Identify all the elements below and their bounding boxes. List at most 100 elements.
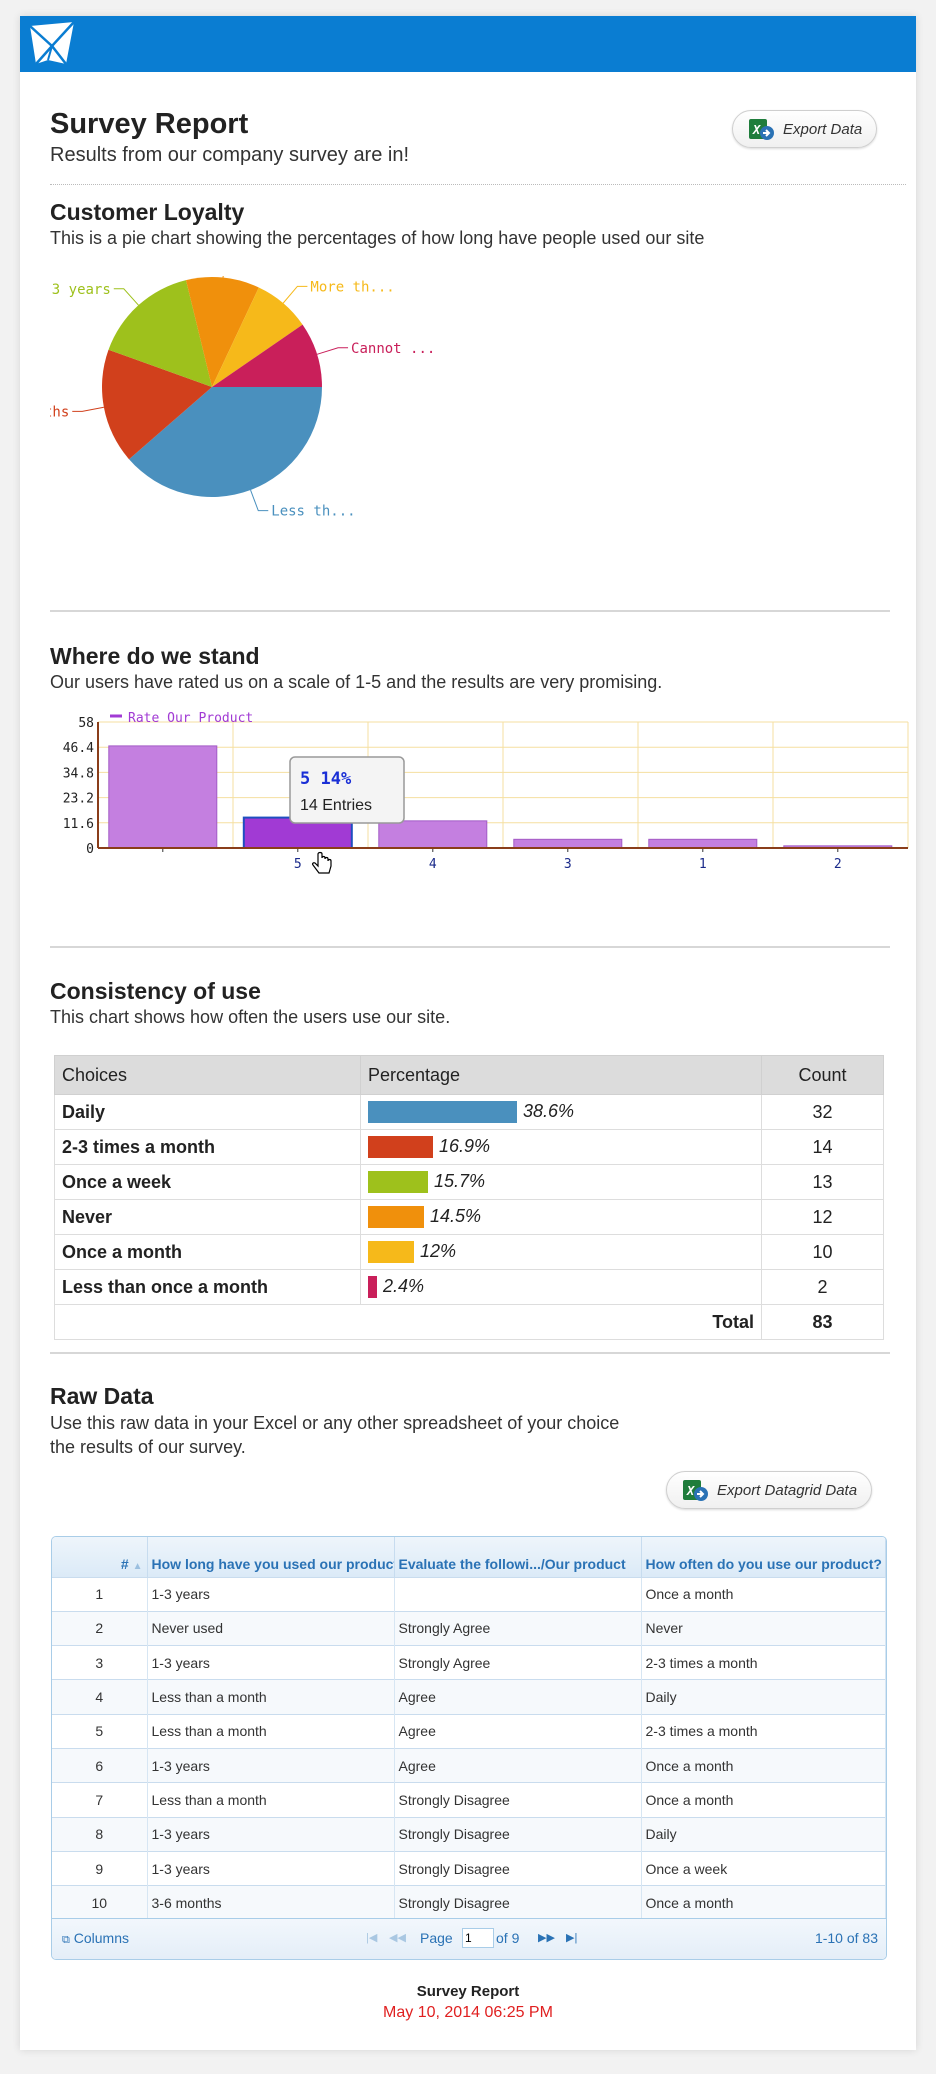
grid-cell: Daily	[641, 1816, 886, 1852]
grid-cell: 1-3 years	[147, 1747, 395, 1783]
percentage-value: 16.9%	[439, 1135, 491, 1156]
grid-row[interactable]: 3 1-3 years Strongly Agree 2-3 times a mont…	[52, 1645, 886, 1680]
header-percentage: Percentage	[360, 1055, 762, 1095]
last-page-icon[interactable]: ▶|	[566, 1932, 578, 1944]
grid-row[interactable]: 9 1-3 years Strongly Disagree Once a week	[52, 1850, 886, 1886]
pie-slice[interactable]	[101, 349, 212, 460]
section-divider	[50, 610, 890, 612]
next-page-icon[interactable]: ▶▶	[538, 1932, 555, 1944]
grid-row[interactable]: 8 1-3 years Strongly Disagree Daily	[52, 1816, 886, 1852]
columns-icon: ⧉	[62, 1934, 70, 1946]
grid-row[interactable]: 6 1-3 years Agree Once a month	[52, 1747, 886, 1783]
pie-label: 1-3 years	[50, 282, 111, 298]
grid-cell: Less than a month	[147, 1679, 395, 1715]
bar[interactable]	[108, 745, 218, 849]
consistency-row: 2-3 times a month 16.9% 14	[54, 1129, 884, 1165]
top-bar	[20, 16, 916, 72]
grid-header-usage-duration[interactable]: How long have you used our product	[147, 1537, 395, 1577]
report-card: Survey Report Results from our company s…	[20, 16, 916, 2050]
spreadsheet-export-icon: X	[749, 119, 774, 140]
raw-title: Raw Data	[50, 1383, 154, 1409]
grid-cell: 2	[52, 1610, 148, 1646]
x-tick-label: 3	[564, 857, 572, 872]
grid-row[interactable]: 2 Never used Strongly Agree Never	[52, 1610, 886, 1646]
percentage-value: 2.4%	[383, 1275, 425, 1296]
footer-date: May 10, 2014 06:25 PM	[383, 2004, 553, 2021]
export-datagrid-button[interactable]: X Export Datagrid Data	[666, 1471, 873, 1509]
stand-title: Where do we stand	[50, 643, 260, 669]
pie-slice[interactable]	[212, 287, 303, 387]
choice-label: Never	[54, 1199, 361, 1235]
percentage-bar	[368, 1136, 433, 1159]
pie-slice[interactable]	[108, 280, 212, 387]
grid-cell: Strongly Disagree	[394, 1816, 642, 1852]
footer-title: Survey Report	[416, 1983, 520, 2000]
columns-button[interactable]: ⧉ Columns	[62, 1930, 129, 1946]
header-divider	[50, 184, 906, 185]
grid-cell: Once a month	[641, 1576, 886, 1612]
percentage-value: 14.5%	[430, 1205, 482, 1226]
percentage-cell: 14.5%	[360, 1199, 762, 1235]
bar[interactable]	[648, 838, 758, 849]
percentage-cell: 38.6%	[360, 1094, 762, 1130]
hand-cursor-icon	[312, 851, 332, 874]
choice-label: Daily	[54, 1094, 361, 1130]
pie-slice[interactable]	[129, 387, 322, 497]
grid-cell: 6	[52, 1747, 148, 1783]
consistency-row: Daily 38.6% 32	[54, 1094, 884, 1130]
grid-cell: 1-3 years	[147, 1576, 395, 1612]
grid-cell: Agree	[394, 1747, 642, 1783]
grid-cell: Strongly Disagree	[394, 1885, 642, 1920]
grid-cell: Strongly Disagree	[394, 1850, 642, 1886]
choice-label: 2-3 times a month	[54, 1129, 361, 1165]
grid-cell: Agree	[394, 1713, 642, 1749]
y-tick-label: 0	[86, 842, 94, 857]
svg-text:X: X	[686, 1484, 695, 1498]
percentage-bar	[368, 1241, 414, 1264]
export-data-label: Export Data	[783, 120, 863, 138]
pie-label: Cannot ...	[351, 341, 435, 357]
pie-slice[interactable]	[185, 277, 259, 387]
percentage-value: 15.7%	[434, 1170, 486, 1191]
grid-header-number[interactable]: # ▲	[52, 1537, 148, 1577]
grid-cell	[394, 1576, 642, 1612]
pie-label-line	[72, 406, 104, 412]
export-data-button[interactable]: X Export Data	[732, 110, 878, 148]
prev-page-icon[interactable]: ◀◀	[389, 1932, 406, 1944]
consistency-table: Choices Percentage Count Daily 38.6% 32 2-3…	[54, 1055, 884, 1340]
pie-label-line	[282, 285, 308, 304]
grid-row[interactable]: 5 Less than a month Agree 2-3 times a month	[52, 1713, 886, 1749]
grid-row[interactable]: 7 Less than a month Strongly Disagree Once …	[52, 1782, 886, 1818]
pie-slice[interactable]	[212, 324, 322, 387]
bar[interactable]	[513, 838, 623, 849]
range-label: 1-10 of 83	[814, 1930, 878, 1946]
grid-cell: 2-3 times a month	[641, 1713, 886, 1749]
consistency-description: This chart shows how often the users use…	[50, 1007, 451, 1027]
raw-description-line1: Use this raw data in your Excel or any o…	[50, 1413, 620, 1433]
percentage-bar	[368, 1171, 428, 1194]
y-tick-label: 46.4	[63, 741, 94, 756]
first-page-icon[interactable]: |◀	[366, 1932, 378, 1944]
y-tick-label: 34.8	[63, 766, 94, 781]
percentage-bar	[368, 1206, 424, 1229]
grid-row[interactable]: 10 3-6 months Strongly Disagree Once a mont…	[52, 1885, 886, 1920]
x-tick-label: 5	[294, 857, 302, 872]
grid-cell: Once a month	[641, 1885, 886, 1920]
grid-cell: Never used	[147, 1610, 395, 1646]
total-label: Total	[54, 1304, 762, 1340]
x-tick-label: 2	[834, 857, 842, 872]
bar[interactable]	[378, 820, 488, 849]
sort-icon: ▲	[132, 1560, 143, 1572]
pie-label: Less th...	[271, 504, 355, 520]
y-tick-label: 58	[78, 716, 94, 731]
grid-row[interactable]: 4 Less than a month Agree Daily	[52, 1679, 886, 1715]
grid-row[interactable]: 1 1-3 years Once a month	[52, 1576, 886, 1612]
x-tick-label: 4	[429, 857, 437, 872]
grid-header-frequency[interactable]: How often do you use our product?	[641, 1537, 886, 1577]
spreadsheet-export-icon: X	[683, 1480, 708, 1501]
grid-cell: 2-3 times a month	[641, 1645, 886, 1680]
grid-header-evaluation[interactable]: Evaluate the followi.../Our product	[394, 1537, 642, 1577]
grid-cell: Once a month	[641, 1747, 886, 1783]
raw-data-grid: # ▲ How long have you used our product E…	[51, 1536, 887, 1960]
page-input[interactable]	[462, 1928, 494, 1948]
